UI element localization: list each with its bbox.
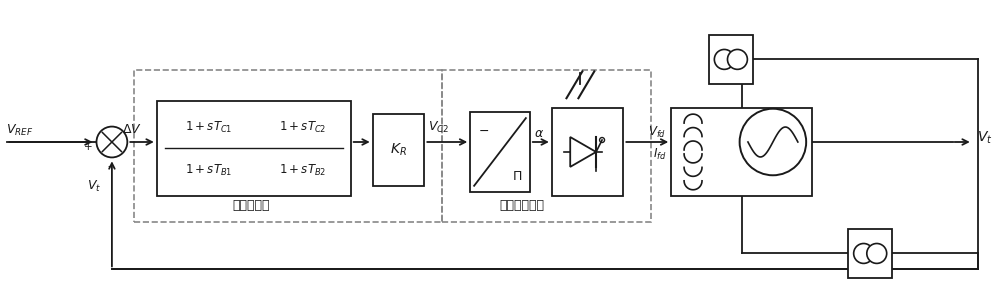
Text: $V_{fd}$: $V_{fd}$ — [648, 124, 666, 140]
Text: $1+sT_{B2}$: $1+sT_{B2}$ — [279, 163, 326, 178]
Circle shape — [867, 243, 887, 263]
Text: +: + — [84, 142, 93, 152]
Bar — [671, 108, 812, 196]
Bar — [157, 101, 351, 196]
Text: 励磁功率单元: 励磁功率单元 — [499, 199, 544, 212]
Text: $-$: $-$ — [478, 124, 489, 137]
Bar — [470, 112, 530, 192]
Text: $1+sT_{B1}$: $1+sT_{B1}$ — [185, 163, 233, 178]
Text: $\Pi$: $\Pi$ — [512, 170, 522, 183]
Text: $1+sT_{C1}$: $1+sT_{C1}$ — [185, 120, 233, 135]
Bar — [552, 108, 623, 196]
Text: $\alpha$: $\alpha$ — [534, 127, 544, 139]
Text: $V_{REF}$: $V_{REF}$ — [6, 123, 34, 138]
Text: $1+sT_{C2}$: $1+sT_{C2}$ — [279, 120, 326, 135]
Bar — [373, 114, 424, 186]
Text: $K_R$: $K_R$ — [390, 142, 407, 158]
Bar — [848, 229, 892, 278]
Circle shape — [96, 127, 127, 157]
Bar — [442, 70, 651, 222]
Circle shape — [740, 109, 806, 175]
Bar — [134, 70, 442, 222]
Text: $I_{fd}$: $I_{fd}$ — [653, 147, 666, 162]
Text: $V_{C2}$: $V_{C2}$ — [428, 120, 450, 135]
Text: $V_t$: $V_t$ — [87, 179, 101, 195]
Bar — [709, 35, 753, 84]
Circle shape — [714, 49, 734, 69]
Text: $\Delta V$: $\Delta V$ — [122, 123, 142, 136]
Text: $V_t$: $V_t$ — [977, 130, 992, 146]
Circle shape — [727, 49, 747, 69]
Text: 励磁控制器: 励磁控制器 — [232, 199, 270, 212]
Circle shape — [854, 243, 874, 263]
Text: -: - — [108, 160, 112, 174]
